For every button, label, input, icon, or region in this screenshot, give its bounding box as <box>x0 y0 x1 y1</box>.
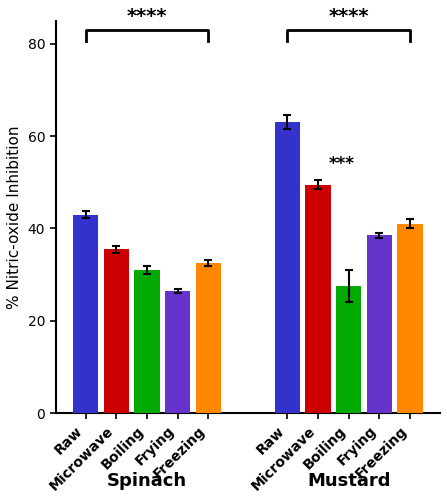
Bar <box>165 291 190 414</box>
Text: Spinach: Spinach <box>107 472 187 490</box>
Bar <box>73 214 98 414</box>
Bar <box>104 250 129 414</box>
Text: Mustard: Mustard <box>307 472 390 490</box>
Text: ***: *** <box>329 155 355 173</box>
Bar <box>305 184 331 414</box>
Text: ****: **** <box>127 7 167 26</box>
Y-axis label: % Nitric-oxide Inhibition: % Nitric-oxide Inhibition <box>7 125 22 308</box>
Bar <box>336 286 361 414</box>
Bar <box>397 224 422 414</box>
Bar <box>275 122 300 414</box>
Text: ****: **** <box>329 7 369 26</box>
Bar <box>367 236 392 414</box>
Bar <box>134 270 160 414</box>
Bar <box>195 263 221 414</box>
